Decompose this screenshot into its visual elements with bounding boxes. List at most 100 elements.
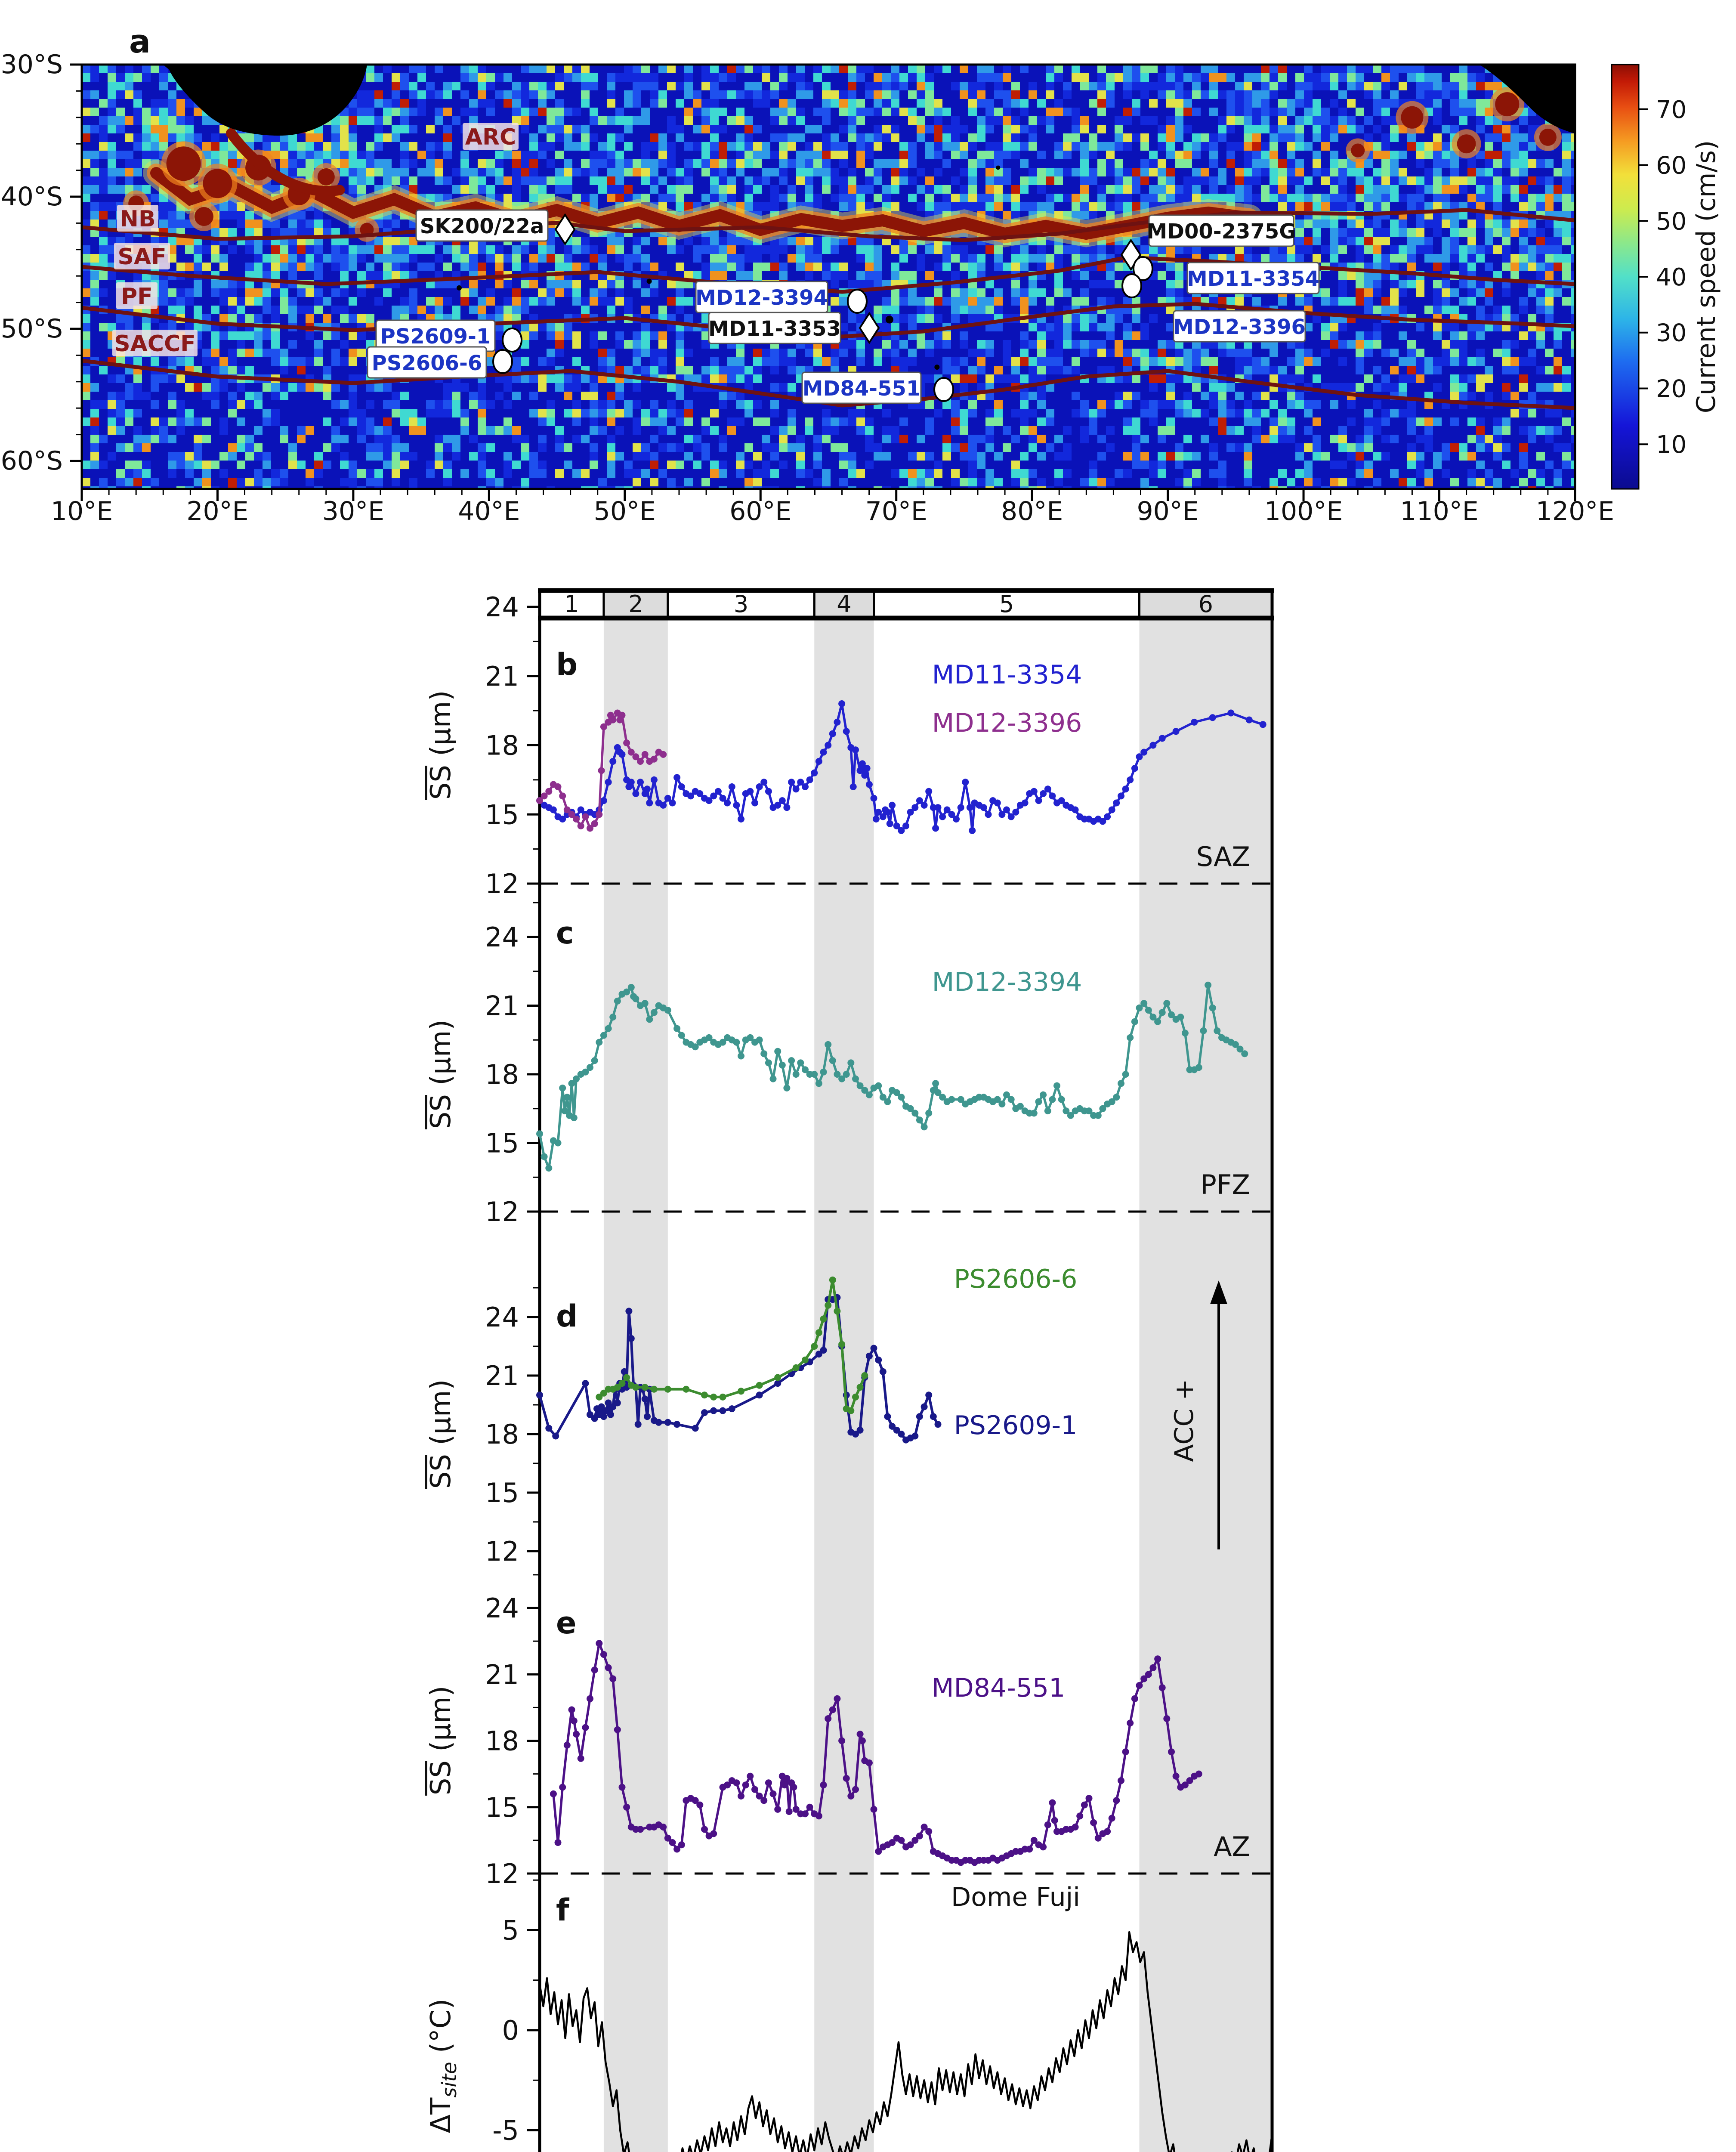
front-line-nb	[82, 208, 1575, 242]
front-label-nb: NB	[120, 206, 155, 232]
map-clip-group	[82, 65, 1575, 489]
front-line-saf	[82, 255, 1575, 294]
eddy	[203, 169, 232, 198]
y-axis-label-d: SS (μm)	[425, 1379, 457, 1489]
eddy	[317, 168, 335, 186]
panel-letter-f: f	[556, 1892, 570, 1928]
site-marker-circle	[933, 377, 954, 402]
y-tick-label-f: -5	[492, 2115, 519, 2146]
panel-letter-c: c	[556, 915, 574, 951]
series-line-domefuji	[538, 1931, 1273, 2152]
mis-stage-cell-2	[602, 589, 669, 619]
front-label-box	[463, 123, 519, 150]
front-label-saccf: SACCF	[114, 331, 196, 357]
colorbar-tick-label: 40	[1656, 263, 1687, 291]
zone-label-pfz: PFZ	[1200, 1169, 1250, 1200]
panel-letter-d: d	[556, 1299, 578, 1334]
y-tick-label-d: 15	[485, 1477, 519, 1509]
island	[996, 165, 1001, 170]
series-name-label-domefuji: Dome Fuji	[951, 1882, 1080, 1912]
y-axis-label-c: SS (μm)	[425, 1020, 457, 1129]
eddy	[1401, 106, 1424, 129]
colorbar-tick-label: 30	[1656, 319, 1687, 347]
series-name-label-ps26066: PS2606-6	[954, 1264, 1078, 1294]
site-label-box	[1186, 262, 1320, 294]
eddy	[1351, 143, 1365, 158]
front-label-pf: PF	[121, 284, 153, 309]
map-frame	[80, 63, 1576, 490]
y-tick-label-c: 21	[485, 990, 519, 1022]
y-tick-label-e: 15	[485, 1792, 519, 1823]
colorbar-tick-label: 10	[1656, 431, 1687, 459]
site-label-md84551: MD84-551	[803, 377, 921, 401]
mis-stage-number-6: 6	[1199, 591, 1213, 618]
eddy	[1495, 92, 1520, 117]
y-tick-label-b: 18	[485, 730, 519, 761]
series-dots-md84551	[550, 1640, 1202, 1866]
panel-letter-b: b	[556, 647, 578, 682]
y-axis-label-f: ΔTsite (°C)	[425, 1999, 461, 2133]
series-name-label-md113354: MD11-3354	[932, 660, 1082, 690]
y-tick-label-e: 21	[485, 1659, 519, 1690]
site-label-box	[801, 371, 922, 404]
site-marker-circle	[492, 349, 513, 374]
site-marker-circle	[1121, 273, 1142, 298]
y-axis-label-text-f: ΔTsite (°C)	[425, 1999, 461, 2133]
y-axis-label-text-d: SS (μm)	[425, 1379, 457, 1489]
eddy	[1539, 128, 1557, 146]
y-tick-label-c: 12	[485, 1196, 519, 1228]
y-tick-label-d: 18	[485, 1419, 519, 1450]
series-dots-md123394	[536, 981, 1248, 1172]
y-tick-label-f: 0	[502, 2015, 519, 2046]
eddy	[1457, 134, 1476, 154]
site-marker-diamond	[554, 213, 576, 246]
y-tick-label-d: 12	[485, 1536, 519, 1567]
y-tick-label-e: 12	[485, 1858, 519, 1889]
acc-plus-label: ACC +	[1169, 1379, 1199, 1462]
series-name-label-ps26091: PS2609-1	[954, 1410, 1078, 1441]
y-tick-label-d: 21	[485, 1360, 519, 1391]
series-dots-md123396	[536, 709, 667, 832]
series-name-label-md123396: MD12-3396	[932, 708, 1082, 738]
y-tick-label-f: 5	[502, 1915, 519, 1946]
y-tick-label-b: 21	[485, 661, 519, 692]
map-x-tick-label: 100°E	[1264, 496, 1343, 526]
map-x-tick-label: 30°E	[322, 496, 384, 526]
time-series-panels: 1 2 3 4 5 61215182124121518212412151821241215…	[425, 588, 1274, 2152]
y-axis-label-text-c: SS (μm)	[425, 1020, 457, 1129]
colorbar-tick-label: 50	[1656, 207, 1687, 235]
site-label-box	[367, 346, 487, 379]
retroflection-hook	[225, 128, 345, 196]
map-panel: 10°E 20°E 30°E 40°E 50°E 60°E 70°E 80°E 90°E 100°…	[1, 23, 1615, 526]
colorbar-tick-label: 20	[1656, 375, 1687, 403]
y-tick-label-b: 15	[485, 799, 519, 830]
colorbar-tick-label: 60	[1656, 152, 1687, 180]
land-australia	[1480, 65, 1575, 133]
y-axis-label-e: SS (μm)	[425, 1686, 457, 1796]
front-label-box	[114, 243, 170, 269]
site-marker-circle	[847, 289, 868, 314]
map-y-tick-label: 40°S	[1, 182, 63, 212]
y-tick-label-c: 15	[485, 1128, 519, 1159]
y-axis-label-b: SS (μm)	[425, 690, 457, 800]
site-label-box	[415, 209, 549, 242]
site-label-box	[1148, 214, 1294, 247]
map-x-tick-label: 50°E	[594, 496, 656, 526]
y-tick-label-d: 24	[485, 1302, 519, 1333]
map-x-tick-label: 20°E	[186, 496, 248, 526]
front-label-box	[116, 282, 158, 309]
front-label-saf: SAF	[117, 244, 166, 270]
map-x-tick-label: 90°E	[1137, 496, 1199, 526]
site-label-ps26091: PS2609-1	[380, 325, 491, 349]
site-label-box	[708, 312, 841, 344]
site-label-ps26066: PS2606-6	[372, 351, 482, 375]
y-tick-label-c: 18	[485, 1059, 519, 1090]
zone-label-az: AZ	[1214, 1831, 1250, 1862]
series-name-label-md84551: MD84-551	[932, 1673, 1066, 1703]
front-label-box	[117, 205, 158, 232]
jet-core	[150, 167, 1255, 240]
island	[934, 365, 940, 370]
site-label-md113354: MD11-3354	[1187, 267, 1319, 291]
eddy	[194, 207, 213, 226]
